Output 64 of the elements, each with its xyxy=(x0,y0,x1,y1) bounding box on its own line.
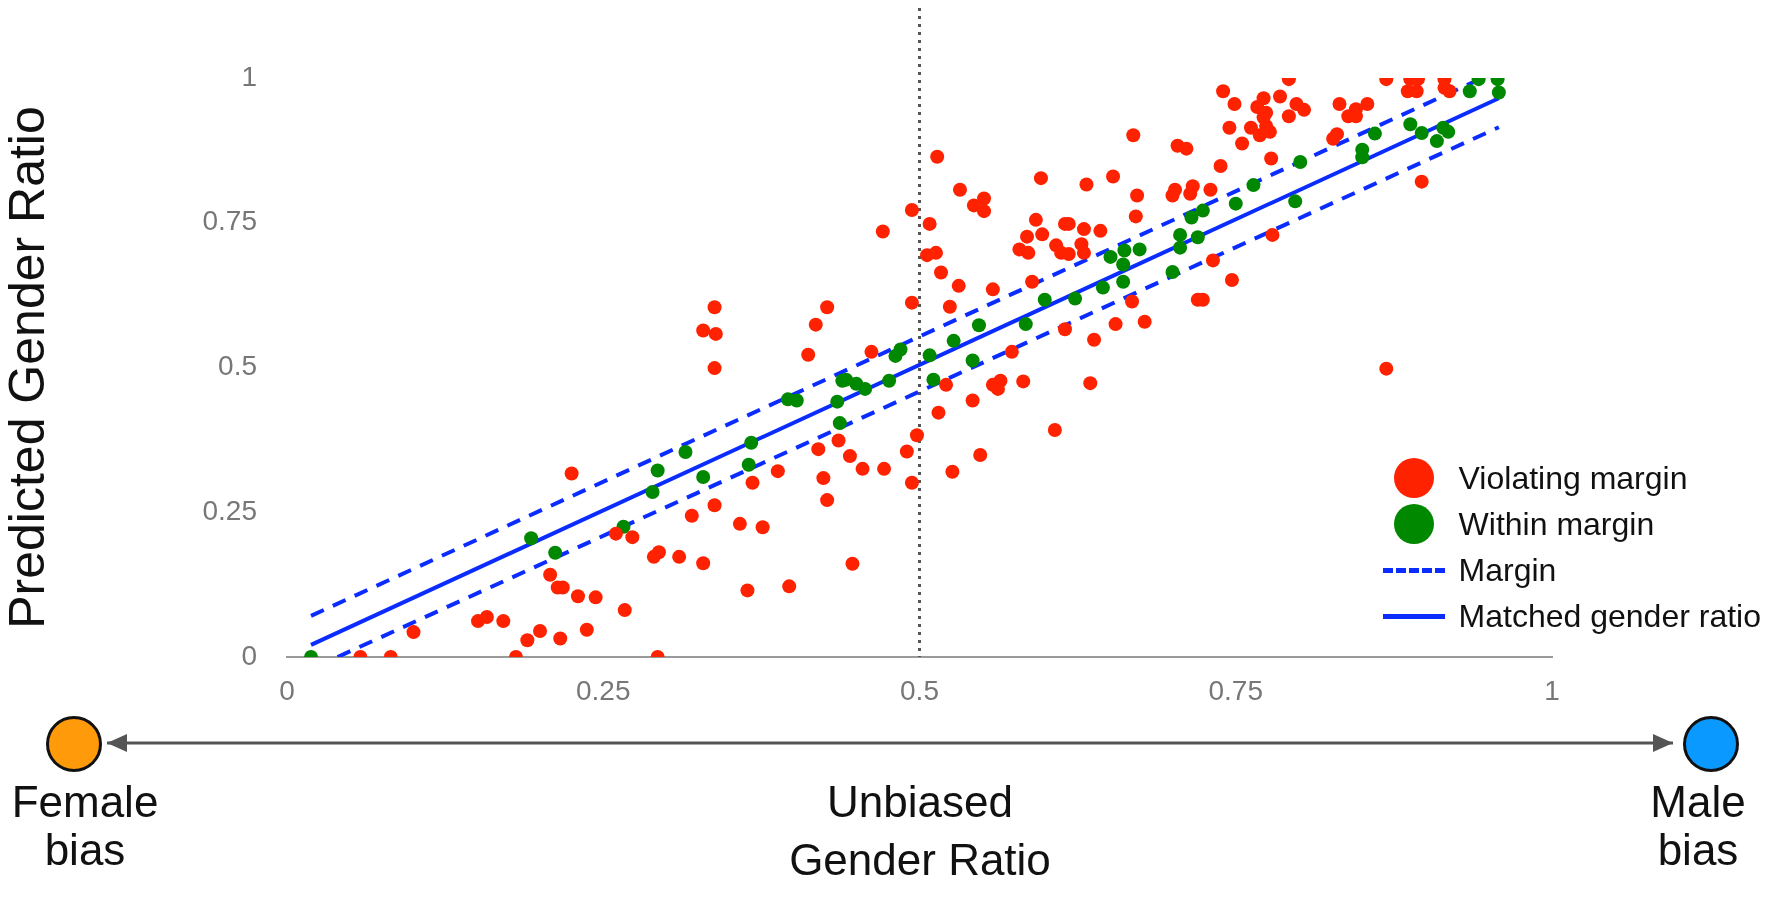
point xyxy=(1037,292,1052,307)
y-tick-label: 0.25 xyxy=(202,494,257,526)
text: Female bias xyxy=(10,777,160,874)
legend-label: Matched gender ratio xyxy=(1458,597,1761,635)
point xyxy=(1173,240,1188,255)
point xyxy=(1165,264,1180,279)
point xyxy=(1293,154,1308,169)
legend-label: Within margin xyxy=(1458,505,1655,543)
point xyxy=(741,457,756,472)
point xyxy=(1018,317,1033,332)
point xyxy=(1403,117,1418,132)
y-axis-title: Predicted Gender Ratio xyxy=(0,106,55,629)
x-tick-label: 0 xyxy=(279,674,295,706)
point xyxy=(882,373,897,388)
point xyxy=(1117,243,1132,258)
y-tick-label: 0.75 xyxy=(202,205,257,237)
point xyxy=(1184,210,1199,225)
point xyxy=(965,353,980,368)
x-tick-label: 0.75 xyxy=(1208,674,1263,706)
point xyxy=(1228,196,1243,211)
y-tick-label: 1 xyxy=(241,60,257,92)
point xyxy=(971,318,986,333)
point xyxy=(696,469,711,484)
point xyxy=(1288,194,1303,209)
point xyxy=(1195,203,1210,218)
text: Unbiased xyxy=(826,777,1014,826)
text: Male bias xyxy=(1649,777,1747,874)
x-tick-label: 0.25 xyxy=(576,674,631,706)
y-tick-label: 0 xyxy=(241,639,257,671)
point xyxy=(832,416,847,431)
point xyxy=(830,394,845,409)
point xyxy=(1462,84,1477,99)
x-tick-label: 1 xyxy=(1544,674,1560,706)
point xyxy=(1095,280,1110,295)
point xyxy=(1132,242,1147,257)
point xyxy=(1116,274,1131,289)
point xyxy=(1068,291,1083,306)
point xyxy=(893,342,908,357)
x-tick-label: 0.5 xyxy=(900,674,939,706)
point xyxy=(1429,134,1444,149)
x-axis-title: Gender Ratio xyxy=(788,835,1052,884)
point xyxy=(858,381,873,396)
point xyxy=(650,463,665,478)
point xyxy=(1103,249,1118,264)
point xyxy=(1246,178,1261,193)
point xyxy=(1173,227,1188,242)
point xyxy=(1367,126,1382,141)
point xyxy=(744,435,759,450)
point xyxy=(645,484,660,499)
legend-label: Margin xyxy=(1458,551,1557,589)
point xyxy=(548,545,563,560)
y-tick-label: 0.5 xyxy=(218,350,257,382)
point xyxy=(1414,126,1429,141)
point xyxy=(1441,124,1456,139)
point xyxy=(1491,85,1506,100)
point xyxy=(1116,257,1131,272)
point xyxy=(789,393,804,408)
point xyxy=(922,348,937,363)
point xyxy=(946,333,961,348)
point xyxy=(1190,230,1205,245)
point xyxy=(926,372,941,387)
point xyxy=(524,531,539,546)
point xyxy=(678,445,693,460)
legend-label: Violating margin xyxy=(1458,459,1688,497)
